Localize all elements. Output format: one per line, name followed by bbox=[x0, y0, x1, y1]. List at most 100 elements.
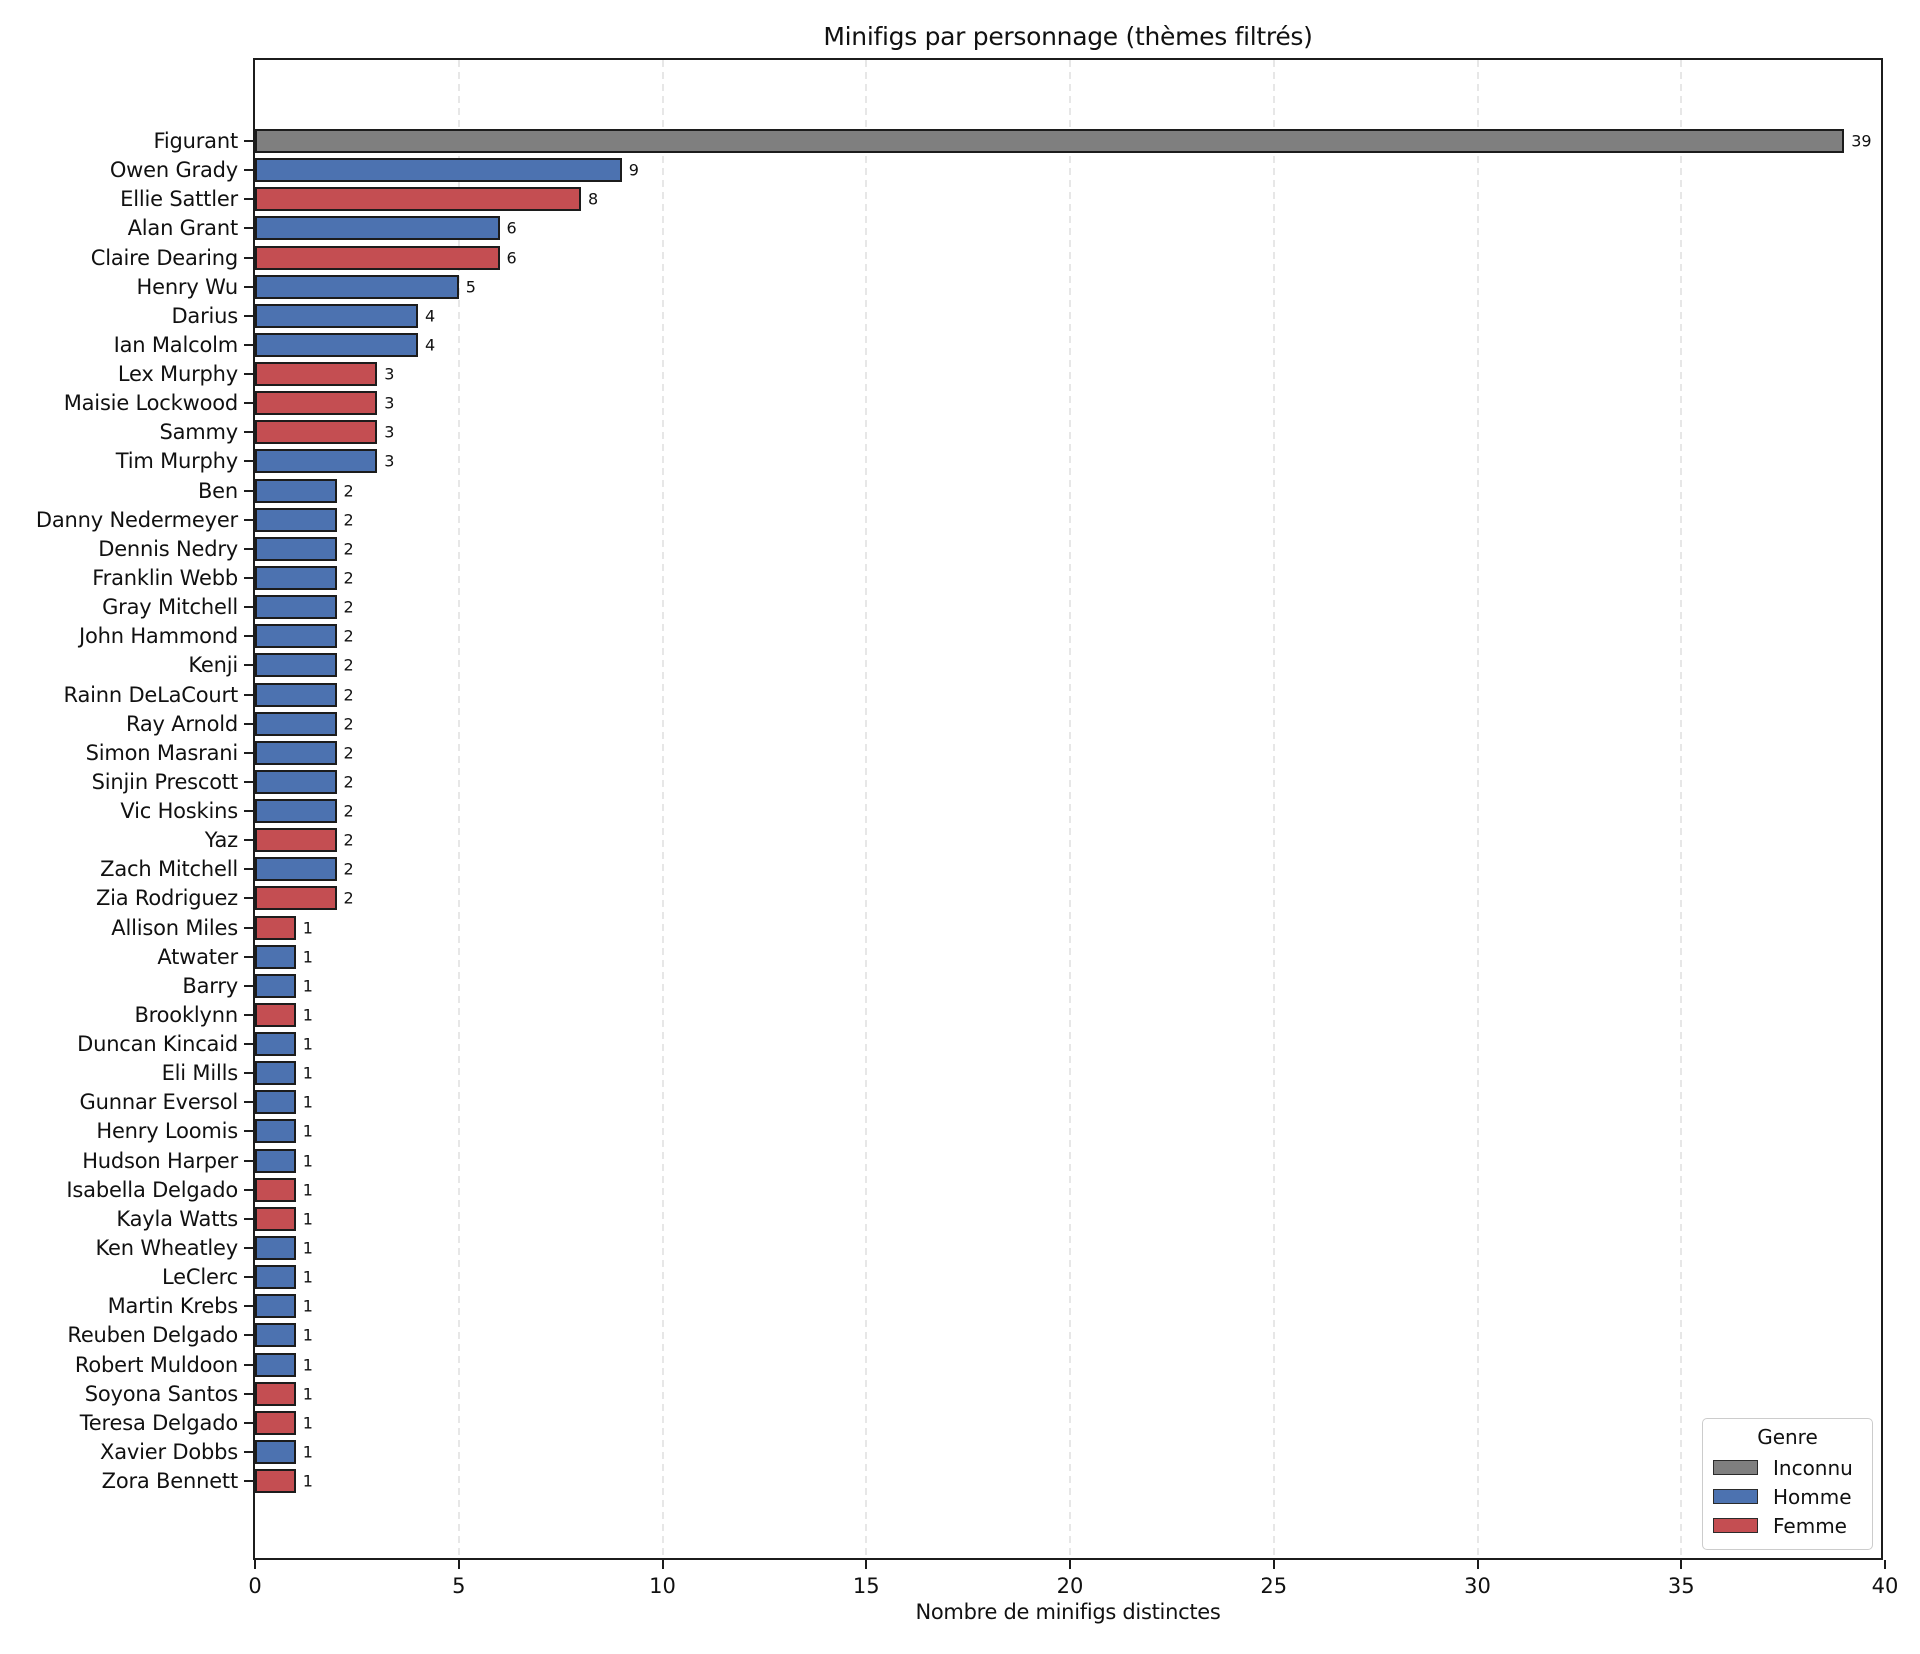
value-label: 2 bbox=[343, 888, 354, 908]
y-label: Alan Grant bbox=[127, 216, 239, 241]
x-tick-label: 20 bbox=[1056, 1574, 1084, 1598]
y-label: Ray Arnold bbox=[125, 711, 238, 736]
value-label: 1 bbox=[302, 1325, 313, 1345]
legend-label: Inconnu bbox=[1773, 1455, 1853, 1480]
grid-line-x35 bbox=[1680, 60, 1683, 1558]
value-label: 2 bbox=[343, 714, 354, 734]
y-tick-mark bbox=[244, 1421, 253, 1424]
value-label: 1 bbox=[302, 1471, 313, 1491]
bar bbox=[255, 187, 581, 212]
y-label: Duncan Kincaid bbox=[77, 1032, 238, 1057]
y-tick-mark bbox=[244, 1276, 253, 1279]
legend-swatch bbox=[1713, 1518, 1758, 1533]
value-label: 1 bbox=[302, 1092, 313, 1112]
bar bbox=[255, 1439, 296, 1464]
y-tick-mark bbox=[244, 868, 253, 871]
x-axis-label: Nombre de minifigs distinctes bbox=[915, 1600, 1221, 1624]
value-label: 2 bbox=[343, 772, 354, 792]
y-tick-mark bbox=[244, 839, 253, 842]
value-label: 2 bbox=[343, 626, 354, 646]
y-label: Isabella Delgado bbox=[66, 1177, 238, 1202]
grid-line-x10 bbox=[661, 60, 664, 1558]
y-tick-mark bbox=[244, 198, 253, 201]
value-label: 1 bbox=[302, 1063, 313, 1083]
y-label: Lex Murphy bbox=[117, 362, 238, 387]
y-tick-mark bbox=[244, 955, 253, 958]
legend: Genre Inconnu Homme Femme bbox=[1702, 1418, 1873, 1550]
y-label: Robert Muldoon bbox=[74, 1352, 238, 1377]
y-label: Yaz bbox=[204, 828, 238, 853]
legend-item-inconnu: Inconnu bbox=[1703, 1453, 1872, 1482]
x-tick-mark bbox=[1680, 1560, 1683, 1569]
value-label: 9 bbox=[628, 160, 639, 180]
bar bbox=[255, 536, 337, 561]
value-label: 8 bbox=[588, 189, 599, 209]
legend-swatch bbox=[1713, 1489, 1758, 1504]
value-label: 3 bbox=[384, 451, 395, 471]
value-label: 1 bbox=[302, 1238, 313, 1258]
bar bbox=[255, 595, 337, 620]
y-label: Eli Mills bbox=[161, 1061, 239, 1086]
bar bbox=[255, 1090, 296, 1115]
y-label: Kenji bbox=[188, 653, 238, 678]
y-label: Allison Miles bbox=[111, 915, 238, 940]
bar bbox=[255, 1352, 296, 1377]
y-tick-mark bbox=[244, 722, 253, 725]
x-tick-label: 30 bbox=[1464, 1574, 1491, 1598]
bar bbox=[255, 1469, 296, 1494]
bar bbox=[255, 391, 378, 416]
bar bbox=[255, 1177, 296, 1202]
y-tick-mark bbox=[244, 897, 253, 900]
y-tick-mark bbox=[244, 1217, 253, 1220]
value-label: 1 bbox=[302, 918, 313, 938]
y-label: Kayla Watts bbox=[116, 1206, 238, 1231]
legend-label: Femme bbox=[1773, 1513, 1847, 1538]
y-tick-mark bbox=[244, 1247, 253, 1249]
y-label: John Hammond bbox=[79, 624, 238, 649]
value-label: 1 bbox=[302, 1267, 313, 1287]
plot-area: 0 5 10 15 20 25 30 35 40 Figurant 39 Owen Grady 9 Ell… bbox=[36, 58, 1898, 1598]
value-label: 2 bbox=[343, 830, 354, 850]
value-label: 2 bbox=[343, 568, 354, 588]
y-tick-mark bbox=[244, 1043, 253, 1046]
y-tick-mark bbox=[244, 1305, 253, 1308]
y-tick-mark bbox=[244, 577, 253, 579]
bar bbox=[255, 857, 337, 882]
grid-line-x5 bbox=[457, 60, 460, 1558]
value-label: 2 bbox=[343, 685, 354, 705]
grid-line-x20 bbox=[1069, 60, 1071, 1558]
y-label: Maisie Lockwood bbox=[63, 391, 238, 416]
bar bbox=[255, 1119, 296, 1144]
y-label: Rainn DeLaCourt bbox=[63, 682, 239, 707]
grid-line-x25 bbox=[1272, 60, 1275, 1558]
y-tick-mark bbox=[244, 140, 253, 143]
y-tick-mark bbox=[244, 285, 253, 288]
y-tick-mark bbox=[244, 635, 253, 638]
value-label: 2 bbox=[343, 801, 354, 821]
value-label: 1 bbox=[302, 1442, 313, 1462]
legend-label: Homme bbox=[1773, 1484, 1852, 1509]
y-tick-mark bbox=[244, 1480, 253, 1483]
y-label: Claire Dearing bbox=[90, 245, 238, 270]
legend-item-femme: Femme bbox=[1703, 1511, 1872, 1540]
y-tick-mark bbox=[244, 1130, 253, 1133]
bar bbox=[255, 1381, 296, 1406]
y-tick-mark bbox=[244, 664, 253, 667]
y-label: Zia Rodriguez bbox=[95, 886, 238, 911]
bar bbox=[255, 449, 378, 474]
y-label: Gunnar Eversol bbox=[79, 1090, 239, 1115]
y-tick-mark bbox=[244, 606, 253, 609]
bar bbox=[255, 1061, 296, 1086]
y-tick-mark bbox=[244, 1363, 253, 1366]
bar bbox=[255, 915, 296, 940]
y-tick-mark bbox=[244, 547, 253, 550]
value-label: 1 bbox=[302, 1209, 313, 1229]
y-tick-mark bbox=[244, 1072, 253, 1075]
value-label: 2 bbox=[343, 597, 354, 617]
value-label: 39 bbox=[1851, 131, 1872, 151]
x-tick-label: 35 bbox=[1667, 1574, 1695, 1598]
y-label: Martin Krebs bbox=[107, 1294, 239, 1319]
bar bbox=[255, 1294, 296, 1319]
value-label: 6 bbox=[506, 218, 517, 238]
y-label: Hudson Harper bbox=[82, 1148, 238, 1173]
